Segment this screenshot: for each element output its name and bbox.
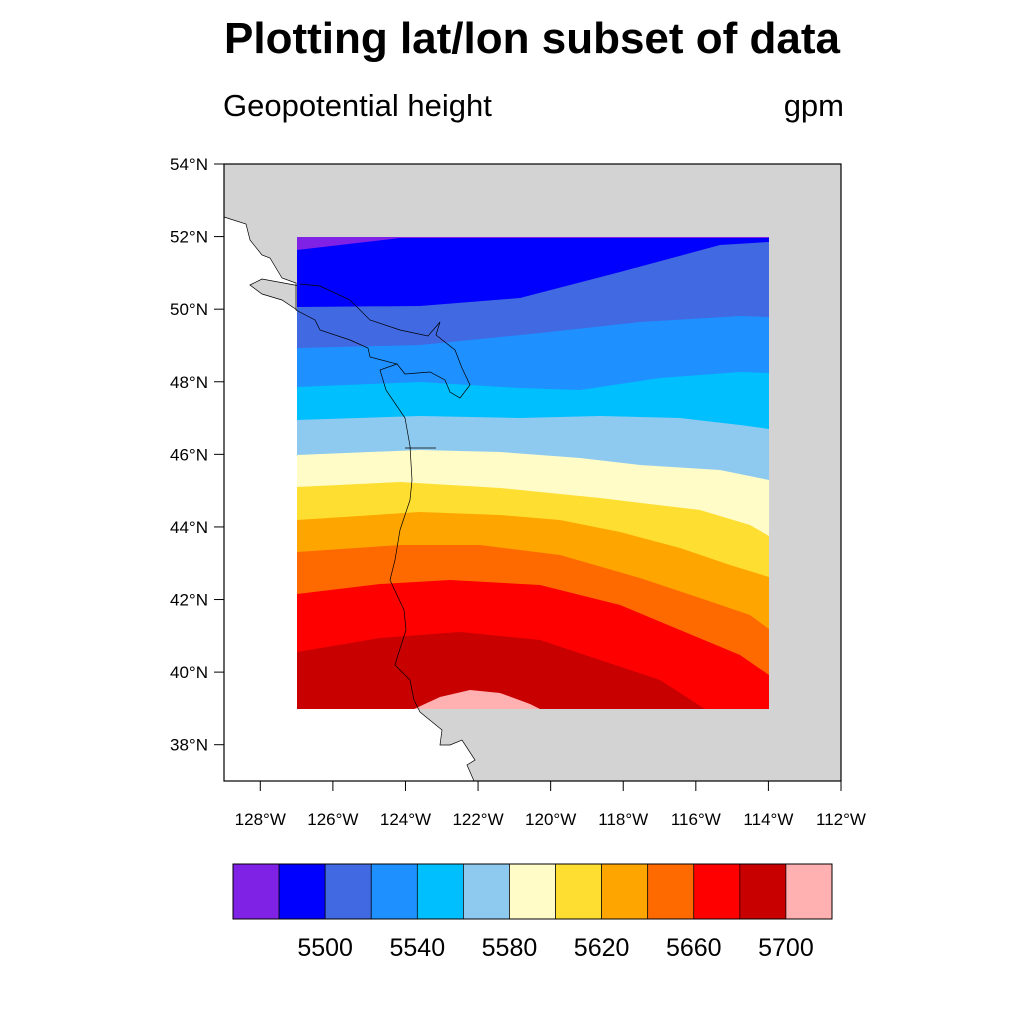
colorbar-box bbox=[416, 863, 464, 920]
colorbar-box bbox=[555, 863, 602, 920]
colorbar-frame bbox=[232, 863, 833, 920]
lat-tick-label: 46°N bbox=[170, 445, 208, 464]
lon-tick-label: 128°W bbox=[235, 810, 286, 829]
lon-tick-label: 122°W bbox=[452, 810, 503, 829]
colorbar-label: 5580 bbox=[482, 934, 538, 962]
map-title: Plotting lat/lon subset of data bbox=[224, 14, 840, 63]
lon-tick-label: 126°W bbox=[307, 810, 358, 829]
colorbar-label: 5620 bbox=[574, 934, 630, 962]
lon-tick-label: 114°W bbox=[743, 810, 793, 829]
colorbar-box bbox=[739, 863, 787, 920]
variable-name: Geopotential height bbox=[223, 88, 492, 123]
lon-tick-label: 118°W bbox=[598, 810, 648, 829]
units-label: gpm bbox=[783, 88, 844, 123]
contour-band bbox=[414, 690, 540, 709]
lat-tick-label: 48°N bbox=[170, 373, 208, 392]
colorbar-box bbox=[785, 863, 833, 920]
colorbar-box bbox=[647, 863, 695, 920]
latitude-axis: 38°N 40°N 42°N 44°N 46°N 48°N 50°N 52°N 54°N bbox=[170, 155, 224, 755]
colorbar-box bbox=[232, 863, 280, 920]
lat-tick-label: 54°N bbox=[170, 155, 208, 174]
colorbar-box bbox=[693, 863, 741, 920]
lat-tick-label: 52°N bbox=[170, 228, 208, 247]
plot-frame bbox=[223, 163, 842, 782]
colorbar: 5500 5540 5580 5620 5660 5700 bbox=[232, 863, 833, 962]
colorbar-label: 5700 bbox=[758, 934, 814, 962]
lat-tick-label: 44°N bbox=[170, 518, 208, 537]
colorbar-label: 5660 bbox=[666, 934, 722, 962]
colorbar-box bbox=[370, 863, 418, 920]
lon-tick-label: 120°W bbox=[525, 810, 576, 829]
colorbar-box bbox=[463, 863, 510, 920]
longitude-axis: 128°W 126°W 124°W 122°W 120°W 118°W 116°W 114°W… bbox=[235, 781, 866, 829]
colorbar-label: 5500 bbox=[297, 934, 353, 962]
puget-sound-coast bbox=[299, 283, 471, 399]
colorbar-box bbox=[324, 863, 372, 920]
lon-tick-label: 116°W bbox=[671, 810, 721, 829]
colorbar-label: 5540 bbox=[389, 934, 445, 962]
lat-tick-label: 40°N bbox=[170, 663, 208, 682]
lat-tick-label: 38°N bbox=[170, 736, 208, 755]
coastline bbox=[223, 216, 476, 782]
lon-tick-label: 124°W bbox=[380, 810, 431, 829]
colorbar-box bbox=[278, 863, 326, 920]
colorbar-box bbox=[601, 863, 649, 920]
lat-tick-label: 50°N bbox=[170, 300, 208, 319]
lat-tick-label: 42°N bbox=[170, 591, 208, 610]
colorbar-box bbox=[509, 863, 556, 920]
lon-tick-label: 112°W bbox=[816, 810, 866, 829]
